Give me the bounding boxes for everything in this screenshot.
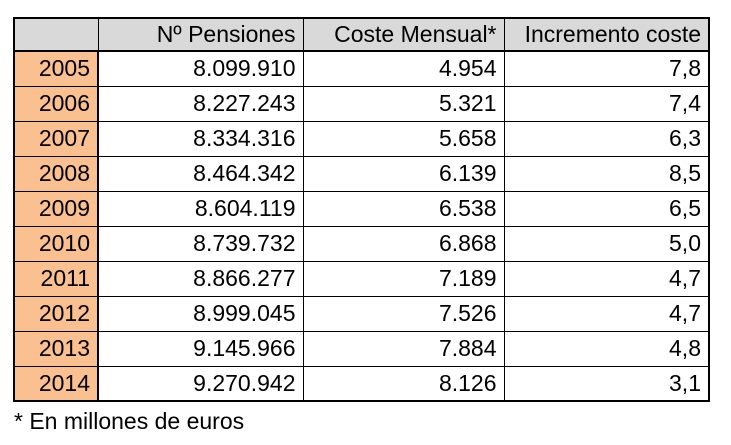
table-row: 2007 8.334.316 5.658 6,3 — [13, 120, 710, 157]
table-row: 2011 8.866.277 7.189 4,7 — [13, 260, 710, 297]
pensions-table: Nº Pensiones Coste Mensual* Incremento c… — [13, 17, 710, 402]
incremento-cell: 4,8 — [503, 330, 710, 367]
pensiones-cell: 8.739.732 — [97, 225, 304, 262]
table-row: 2005 8.099.910 4.954 7,8 — [13, 50, 710, 87]
corner-header-cell — [13, 17, 99, 52]
table-row: 2008 8.464.342 6.139 8,5 — [13, 155, 710, 192]
incremento-cell: 7,8 — [503, 50, 710, 87]
year-cell: 2008 — [13, 155, 99, 192]
incremento-cell: 3,1 — [503, 365, 710, 402]
pensiones-cell: 8.334.316 — [97, 120, 304, 157]
table-row: 2013 9.145.966 7.884 4,8 — [13, 330, 710, 367]
coste-cell: 6.139 — [302, 155, 505, 192]
incremento-cell: 5,0 — [503, 225, 710, 262]
incremento-cell: 7,4 — [503, 85, 710, 122]
incremento-cell: 4,7 — [503, 260, 710, 297]
column-header-incremento-coste: Incremento coste — [503, 17, 710, 52]
year-cell: 2006 — [13, 85, 99, 122]
pensiones-cell: 8.999.045 — [97, 295, 304, 332]
table-row: 2009 8.604.119 6.538 6,5 — [13, 190, 710, 227]
coste-cell: 8.126 — [302, 365, 505, 402]
pensiones-cell: 9.145.966 — [97, 330, 304, 367]
coste-cell: 4.954 — [302, 50, 505, 87]
pensiones-cell: 8.464.342 — [97, 155, 304, 192]
incremento-cell: 6,3 — [503, 120, 710, 157]
pensiones-cell: 8.227.243 — [97, 85, 304, 122]
coste-cell: 6.538 — [302, 190, 505, 227]
pensiones-cell: 9.270.942 — [97, 365, 304, 402]
coste-cell: 5.658 — [302, 120, 505, 157]
year-cell: 2010 — [13, 225, 99, 262]
pensiones-cell: 8.099.910 — [97, 50, 304, 87]
pensiones-cell: 8.604.119 — [97, 190, 304, 227]
coste-cell: 7.189 — [302, 260, 505, 297]
year-cell: 2013 — [13, 330, 99, 367]
year-cell: 2011 — [13, 260, 99, 297]
coste-cell: 7.526 — [302, 295, 505, 332]
table-row: 2006 8.227.243 5.321 7,4 — [13, 85, 710, 122]
year-cell: 2005 — [13, 50, 99, 87]
year-cell: 2009 — [13, 190, 99, 227]
incremento-cell: 6,5 — [503, 190, 710, 227]
footnote: * En millones de euros — [14, 408, 245, 434]
column-header-coste-mensual: Coste Mensual* — [302, 17, 505, 52]
header-row: Nº Pensiones Coste Mensual* Incremento c… — [13, 17, 710, 52]
table-row: 2010 8.739.732 6.868 5,0 — [13, 225, 710, 262]
coste-cell: 6.868 — [302, 225, 505, 262]
year-cell: 2007 — [13, 120, 99, 157]
incremento-cell: 4,7 — [503, 295, 710, 332]
table-row: 2012 8.999.045 7.526 4,7 — [13, 295, 710, 332]
table-row: 2014 9.270.942 8.126 3,1 — [13, 365, 710, 402]
coste-cell: 7.884 — [302, 330, 505, 367]
column-header-pensiones: Nº Pensiones — [97, 17, 304, 52]
pensiones-cell: 8.866.277 — [97, 260, 304, 297]
incremento-cell: 8,5 — [503, 155, 710, 192]
year-cell: 2014 — [13, 365, 99, 402]
year-cell: 2012 — [13, 295, 99, 332]
coste-cell: 5.321 — [302, 85, 505, 122]
